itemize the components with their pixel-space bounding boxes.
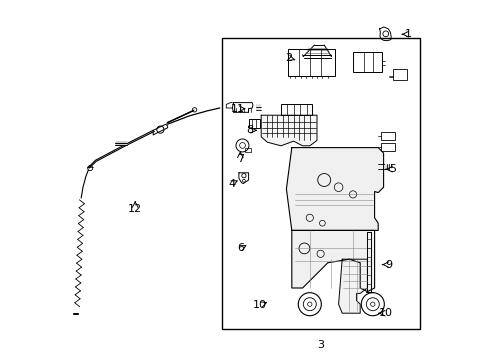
Text: 9: 9 [386, 260, 392, 270]
Text: 10: 10 [252, 300, 267, 310]
Text: 4: 4 [228, 179, 235, 189]
Polygon shape [339, 259, 368, 313]
Bar [221, 38, 419, 329]
Text: 3: 3 [317, 340, 324, 350]
Text: 6: 6 [237, 243, 244, 253]
Polygon shape [286, 148, 384, 230]
Bar [353, 52, 382, 72]
Bar [288, 49, 335, 76]
Bar [381, 132, 395, 140]
Text: 1: 1 [405, 29, 412, 39]
Bar [381, 143, 395, 151]
Text: 12: 12 [128, 204, 142, 214]
Text: 5: 5 [389, 164, 396, 174]
Text: 10: 10 [378, 308, 392, 318]
Polygon shape [261, 115, 317, 146]
Text: 11: 11 [231, 104, 245, 114]
Polygon shape [292, 230, 374, 292]
Bar [249, 119, 261, 128]
Bar [245, 148, 251, 152]
Text: 8: 8 [246, 125, 253, 135]
Bar [281, 104, 312, 115]
Text: 7: 7 [237, 154, 244, 164]
Text: 2: 2 [285, 53, 292, 63]
Bar [392, 69, 407, 80]
